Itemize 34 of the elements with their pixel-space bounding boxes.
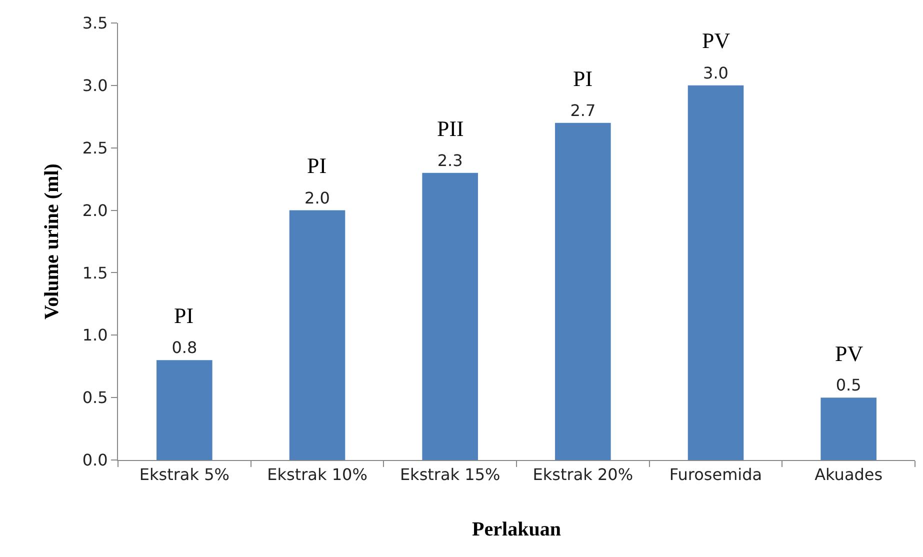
x-tick-label: Ekstrak 15% [400, 465, 500, 484]
data-label: 2.3 [437, 150, 463, 170]
bar [688, 85, 744, 460]
x-tick-label: Ekstrak 20% [532, 465, 634, 484]
annotation: PII [437, 116, 464, 141]
y-tick-label: 2.0 [82, 200, 108, 220]
annotation: PV [835, 341, 864, 366]
data-label: 0.8 [172, 338, 198, 358]
data-label: 0.5 [836, 376, 862, 395]
bar [820, 398, 876, 460]
x-tick-label: Furosemida [669, 465, 762, 484]
y-tick-label: 1.0 [82, 326, 108, 345]
y-tick-label: 0.0 [82, 450, 108, 470]
bar [156, 360, 212, 460]
x-tick-label: Ekstrak 10% [267, 465, 368, 484]
y-tick-label: 3.0 [82, 76, 108, 96]
annotation: PI [573, 66, 593, 91]
bar [422, 172, 478, 460]
y-tick-label: 0.5 [82, 388, 108, 408]
data-label: 3.0 [703, 63, 728, 82]
data-label: 2.7 [570, 100, 596, 120]
bar [289, 210, 346, 460]
y-tick-label: 2.5 [82, 138, 108, 158]
annotation: PV [702, 28, 730, 53]
annotation: PI [307, 153, 327, 178]
x-tick-label: Ekstrak 5% [139, 465, 230, 484]
y-tick-label: 1.5 [82, 263, 108, 282]
x-axis-title: Perlakuan [472, 518, 561, 541]
annotation: PI [174, 303, 194, 328]
bar [555, 122, 611, 460]
data-label: 2.0 [304, 188, 330, 208]
y-axis-title: Volume urine (ml) [40, 164, 63, 320]
x-tick-label: Akuades [814, 465, 883, 484]
y-tick-label: 3.5 [82, 14, 108, 33]
